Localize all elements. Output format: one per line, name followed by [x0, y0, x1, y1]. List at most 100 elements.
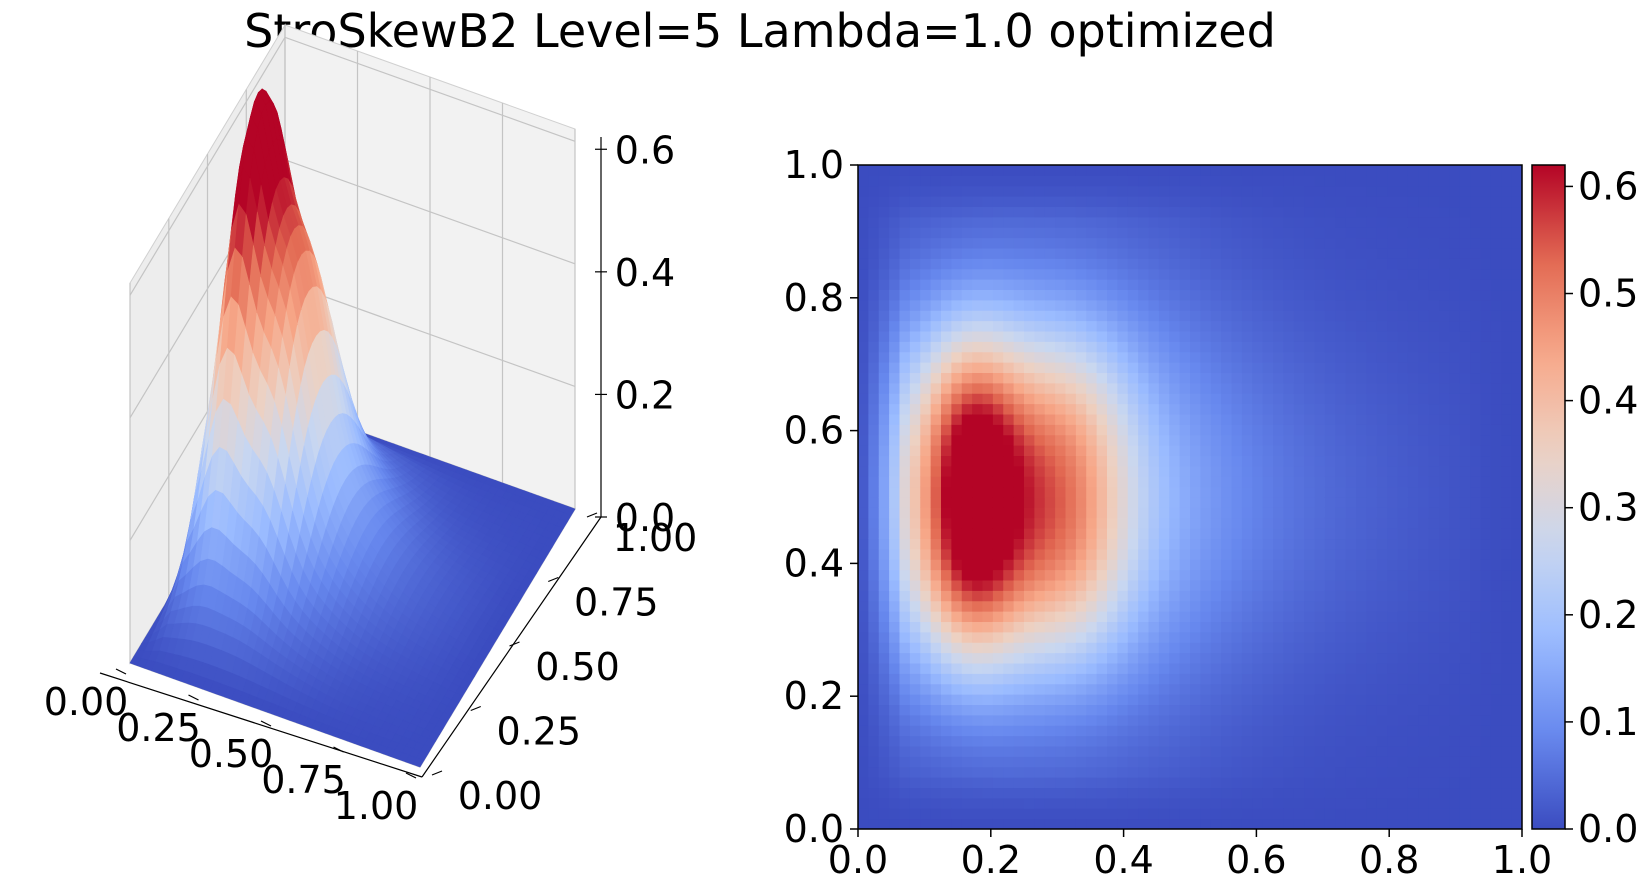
heatmap-cell [1179, 766, 1191, 778]
heatmap-cell [1376, 735, 1388, 747]
heatmap-cell [1345, 165, 1357, 176]
heatmap-cell [878, 331, 890, 342]
heatmap-cell [1055, 652, 1067, 664]
heatmap-cell [1158, 196, 1170, 208]
heatmap-cell [868, 424, 880, 436]
heatmap-cell [1096, 559, 1108, 571]
heatmap-cell [1366, 476, 1378, 488]
heatmap-cell [1158, 320, 1170, 332]
heatmap-cell [1324, 694, 1336, 706]
heatmap-cell [1387, 746, 1399, 757]
heatmap-cell [1283, 756, 1295, 768]
heatmap-cell [1148, 673, 1160, 685]
heatmap-cell [1013, 320, 1025, 332]
heatmap-cell [1179, 652, 1191, 664]
heatmap-cell [1273, 756, 1284, 768]
heatmap-cell [1397, 808, 1409, 820]
heatmap-cell [1075, 746, 1087, 757]
heatmap-cell [982, 289, 994, 301]
heatmap-cell [1304, 424, 1316, 436]
heatmap-cell [1283, 580, 1295, 591]
heatmap-cell [1283, 382, 1295, 394]
heatmap-cell [1034, 756, 1046, 768]
heatmap-cell [972, 580, 984, 591]
heatmap-cell [992, 580, 1004, 591]
heatmap-cell [889, 735, 901, 747]
heatmap-cell [1293, 787, 1305, 799]
heatmap-cell [1335, 393, 1347, 405]
heatmap-cell [1117, 787, 1129, 799]
heatmap-cell [1273, 372, 1284, 384]
heatmap-cell [1314, 642, 1326, 654]
heatmap-cell [1179, 548, 1191, 560]
heatmap-cell [1231, 310, 1243, 322]
heatmap-cell [1190, 507, 1201, 519]
heatmap-cell [1086, 621, 1098, 633]
heatmap-cell [868, 320, 880, 332]
heatmap-cell [1044, 465, 1056, 477]
heatmap-cell [1231, 393, 1243, 405]
heatmap-cell [1096, 476, 1108, 488]
heatmap-cell [1096, 206, 1108, 218]
heatmap-cell [1376, 465, 1388, 477]
heatmap-cell [972, 600, 984, 612]
heatmap-cell [1169, 631, 1181, 643]
heatmap-cell [878, 372, 890, 384]
heatmap-cell [1055, 310, 1067, 322]
heatmap-cell [1241, 414, 1253, 425]
heatmap-cell [1075, 196, 1087, 208]
heatmap-cell [1304, 165, 1316, 176]
heatmap-cell [899, 372, 911, 384]
heatmap-cell [1314, 725, 1326, 737]
heatmap-cell [1148, 787, 1160, 799]
heatmap-cell [930, 289, 942, 301]
heatmap-cell [1034, 590, 1046, 602]
heatmap-cell [1096, 289, 1108, 301]
heatmap-cell [1003, 548, 1015, 560]
heatmap-cell [961, 175, 973, 187]
heatmap-cell [982, 341, 994, 353]
heatmap-cell [1075, 279, 1087, 291]
heatmap-cell [1221, 279, 1233, 291]
heatmap-cell [1387, 434, 1399, 446]
heatmap-cell [1044, 289, 1056, 301]
heatmap-cell [1397, 694, 1409, 706]
heatmap-cell [1158, 299, 1170, 311]
heatmap-cell [899, 631, 911, 643]
heatmap-cell [1366, 787, 1378, 799]
heatmap-cell [909, 382, 921, 394]
heatmap-cell [1107, 165, 1118, 176]
heatmap-cell [899, 331, 911, 342]
heatmap-cell [1273, 258, 1284, 270]
heatmap-cell [1013, 362, 1025, 374]
heatmap-cell [920, 455, 932, 467]
heatmap-cell [1231, 455, 1243, 467]
heatmap-cell [930, 797, 942, 809]
heatmap-cell [920, 185, 932, 197]
heatmap-cell [992, 258, 1004, 270]
heatmap-cell [858, 414, 869, 425]
heatmap-cell [1065, 196, 1077, 208]
heatmap-cell [1075, 455, 1087, 467]
heatmap-cell [920, 414, 932, 425]
heatmap-cell [868, 331, 880, 342]
heatmap-cell [909, 766, 921, 778]
heatmap-cell [1127, 248, 1139, 259]
heatmap-cell [1293, 424, 1305, 436]
heatmap-cell [972, 362, 984, 374]
heatmap-cell [1231, 652, 1243, 664]
heatmap-cell [1075, 465, 1087, 477]
heatmap-cell [1221, 434, 1233, 446]
heatmap-cell [1179, 600, 1191, 612]
heatmap-cell [1252, 517, 1264, 529]
heatmap-cell [1086, 725, 1098, 737]
heatmap-cell [899, 175, 911, 187]
heatmap-cell [1013, 216, 1025, 228]
heatmap-cell [1293, 559, 1305, 571]
heatmap-cell [889, 372, 901, 384]
heatmap-cell [1065, 248, 1077, 259]
heatmap-cell [1356, 382, 1367, 394]
heatmap-cell [1158, 465, 1170, 477]
heatmap-cell [1283, 310, 1295, 322]
